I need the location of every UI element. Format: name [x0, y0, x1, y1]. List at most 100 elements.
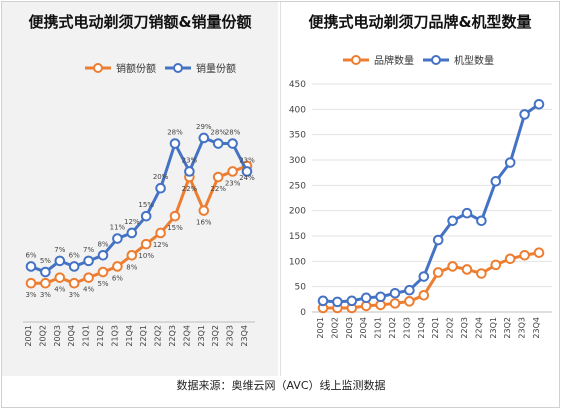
x-tick-label: 23Q2 — [503, 317, 512, 339]
data-point — [68, 261, 80, 272]
data-point — [432, 267, 444, 278]
data-point — [418, 271, 430, 282]
data-point — [212, 171, 224, 183]
point-label: 4% — [54, 286, 65, 294]
data-point — [519, 109, 530, 120]
data-point — [97, 249, 109, 261]
data-point — [418, 289, 430, 301]
data-point — [447, 215, 458, 227]
y-tick-label: 150 — [289, 232, 306, 242]
x-tick-label: 22Q4 — [182, 325, 191, 347]
data-point — [533, 247, 545, 259]
data-point — [447, 261, 458, 272]
data-point — [504, 157, 516, 168]
point-label: 22% — [182, 185, 198, 193]
point-label: 6% — [25, 251, 36, 259]
x-tick-label: 20Q1 — [24, 325, 33, 347]
data-point — [227, 166, 238, 177]
x-tick-label: 22Q3 — [460, 317, 469, 339]
legend-label-0: 销额份额 — [116, 62, 156, 75]
x-tick-label: 23Q1 — [489, 317, 498, 339]
y-tick-label: 400 — [289, 105, 306, 115]
data-point — [241, 166, 253, 177]
x-tick-label: 23Q4 — [532, 317, 541, 339]
data-point — [461, 264, 473, 275]
point-label: 7% — [54, 246, 65, 254]
point-label: 15% — [167, 224, 183, 232]
x-tick-label: 22Q2 — [446, 317, 455, 339]
point-label: 8% — [126, 263, 137, 271]
data-point — [404, 284, 415, 296]
panel-divider — [280, 2, 281, 376]
x-tick-label: 20Q4 — [359, 317, 368, 339]
x-tick-label: 21Q1 — [82, 325, 91, 347]
data-point — [375, 291, 386, 303]
x-tick-label: 23Q1 — [197, 325, 206, 347]
point-label: 7% — [83, 246, 94, 254]
x-tick-label: 21Q4 — [417, 317, 426, 339]
point-label: 23% — [225, 179, 241, 187]
data-point — [54, 272, 66, 283]
x-tick-label: 22Q4 — [474, 317, 483, 339]
point-label: 6% — [112, 274, 123, 282]
legend-label-0: 品牌数量 — [374, 54, 414, 67]
point-label: 28% — [167, 129, 183, 137]
data-point — [112, 233, 123, 244]
count-chart-title: 便携式电动剃须刀品牌&机型数量 — [308, 13, 531, 31]
data-point — [126, 227, 138, 239]
data-point — [490, 259, 502, 271]
point-label: 5% — [40, 257, 51, 265]
x-tick-label: 22Q1 — [139, 325, 148, 347]
x-tick-label: 21Q3 — [402, 317, 411, 339]
x-tick-label: 22Q3 — [168, 325, 177, 347]
x-tick-label: 20Q1 — [316, 317, 325, 339]
data-point — [389, 298, 401, 309]
data-source-note: 数据来源：奥维云网（AVC）线上监测数据 — [176, 379, 386, 392]
share-chart-legend: 销额份额 销量份额 — [85, 62, 236, 75]
data-point — [212, 138, 224, 149]
point-label: 22% — [210, 185, 226, 193]
point-label: 20% — [153, 173, 169, 181]
data-point — [346, 295, 358, 307]
legend-marker-0 — [351, 55, 361, 65]
point-label: 6% — [69, 251, 80, 259]
point-label: 28% — [210, 129, 226, 137]
y-tick-label: 350 — [289, 131, 306, 141]
data-point — [169, 138, 181, 149]
data-point — [198, 132, 210, 144]
data-point — [126, 249, 138, 261]
data-point — [83, 272, 94, 283]
series-line-0 — [323, 251, 540, 310]
data-point — [25, 261, 37, 272]
point-label: 10% — [138, 252, 154, 260]
point-label: 3% — [69, 291, 80, 299]
count-chart-legend: 品牌数量 机型数量 — [343, 54, 494, 67]
legend-label-1: 销量份额 — [196, 62, 236, 75]
x-tick-label: 22Q1 — [431, 317, 440, 339]
data-point — [25, 277, 37, 289]
y-tick-label: 450 — [289, 80, 306, 90]
data-point — [184, 166, 195, 177]
data-point — [169, 210, 181, 222]
data-point — [519, 249, 530, 261]
y-tick-label: 250 — [289, 181, 306, 191]
data-point — [332, 296, 343, 308]
data-point — [40, 266, 51, 278]
point-label: 12% — [153, 241, 169, 249]
series-line-0 — [31, 164, 248, 285]
x-tick-label: 20Q2 — [38, 325, 47, 347]
y-tick-label: 0 — [300, 308, 306, 318]
data-point — [83, 255, 94, 267]
data-point — [404, 296, 415, 307]
data-point — [40, 277, 51, 289]
data-point — [54, 255, 66, 267]
data-point — [112, 261, 123, 272]
data-point — [504, 253, 516, 265]
x-tick-label: 23Q2 — [211, 325, 220, 347]
data-point — [432, 234, 444, 246]
point-label: 29% — [196, 123, 212, 131]
x-tick-label: 21Q1 — [374, 317, 383, 339]
point-label: 5% — [97, 280, 108, 288]
